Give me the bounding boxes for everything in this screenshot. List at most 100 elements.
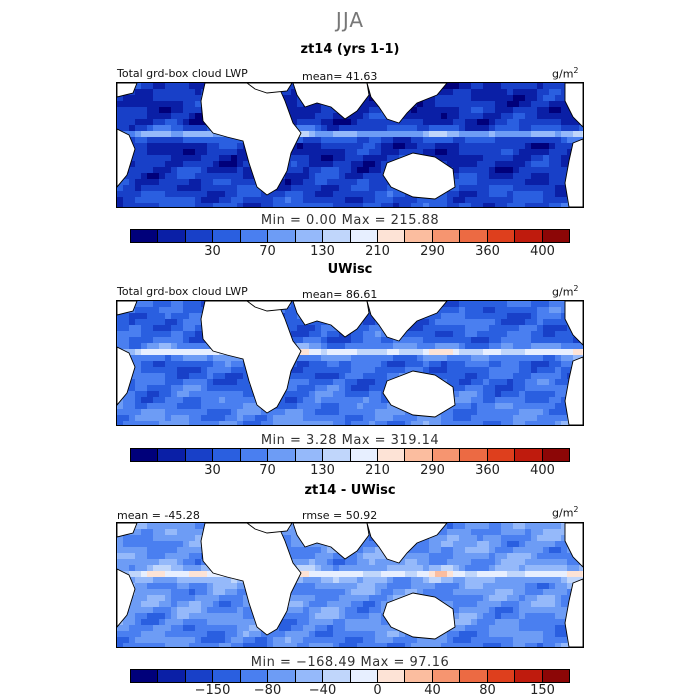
panel-3-continents bbox=[117, 523, 583, 647]
colorbar-swatch-1 bbox=[131, 670, 159, 682]
panel-2-field-label: Total grd-box cloud LWP bbox=[117, 285, 248, 298]
panel-1-continents bbox=[117, 83, 583, 207]
colorbar-tick-label: 290 bbox=[420, 463, 445, 478]
colorbar-tick-label: 130 bbox=[310, 244, 335, 259]
colorbar-tick-label: 30 bbox=[204, 244, 221, 259]
north-america-shape bbox=[564, 83, 583, 128]
colorbar-swatch-8 bbox=[323, 670, 351, 682]
colorbar-swatch-15 bbox=[515, 449, 543, 461]
panel-2-mean-label: mean= 86.61 bbox=[302, 288, 378, 301]
south-america-east-shape bbox=[564, 578, 583, 647]
colorbar-swatch-6 bbox=[268, 449, 296, 461]
colorbar-swatch-9 bbox=[350, 449, 378, 461]
panel-1-mean-label: mean= 41.63 bbox=[302, 70, 378, 83]
colorbar-swatch-4 bbox=[213, 449, 241, 461]
colorbar-swatch-1 bbox=[131, 230, 159, 242]
panel-3-colorbar bbox=[130, 669, 570, 683]
north-america-shape bbox=[564, 301, 583, 346]
colorbar-tick-label: 290 bbox=[420, 244, 445, 259]
panel-2-map bbox=[116, 300, 584, 426]
colorbar-swatch-7 bbox=[295, 670, 324, 682]
colorbar-swatch-14 bbox=[487, 449, 516, 461]
colorbar-swatch-11 bbox=[405, 449, 433, 461]
colorbar-tick-label: 400 bbox=[530, 244, 555, 259]
colorbar-swatch-7 bbox=[295, 449, 324, 461]
se-asia-shape bbox=[366, 83, 448, 124]
panel-2-map-svg bbox=[117, 301, 583, 425]
colorbar-swatch-3 bbox=[185, 230, 214, 242]
panel-2-colorbar bbox=[130, 448, 570, 462]
colorbar-swatch-6 bbox=[268, 230, 296, 242]
colorbar-swatch-2 bbox=[158, 449, 186, 461]
colorbar-swatch-4 bbox=[213, 670, 241, 682]
panel-3-rmse-label: rmse = 50.92 bbox=[302, 509, 378, 522]
colorbar-tick-label: 210 bbox=[365, 463, 390, 478]
season-title: JJA bbox=[335, 8, 365, 32]
panel-3-map bbox=[116, 522, 584, 648]
colorbar-swatch-10 bbox=[377, 230, 406, 242]
colorbar-swatch-12 bbox=[432, 230, 461, 242]
colorbar-tick-label: 360 bbox=[475, 244, 500, 259]
colorbar-swatch-2 bbox=[158, 230, 186, 242]
panel-1-units: g/m2 bbox=[552, 66, 579, 81]
colorbar-swatch-15 bbox=[515, 670, 543, 682]
australia-shape bbox=[382, 152, 456, 200]
colorbar-swatch-12 bbox=[432, 449, 461, 461]
panel-2-units: g/m2 bbox=[552, 284, 579, 299]
colorbar-swatch-1 bbox=[131, 449, 159, 461]
colorbar-swatch-13 bbox=[460, 670, 488, 682]
colorbar-swatch-5 bbox=[240, 670, 269, 682]
colorbar-swatch-16 bbox=[542, 670, 569, 682]
greenland-shape bbox=[117, 83, 138, 98]
se-asia-shape bbox=[366, 301, 448, 342]
panel-2-minmax: Min = 3.28 Max = 319.14 bbox=[260, 433, 440, 448]
colorbar-swatch-10 bbox=[377, 449, 406, 461]
colorbar-swatch-10 bbox=[377, 670, 406, 682]
south-america-east-shape bbox=[564, 356, 583, 425]
panel-3-title: zt14 - UWisc bbox=[304, 483, 396, 498]
colorbar-swatch-14 bbox=[487, 230, 516, 242]
arabia-india-shape bbox=[292, 301, 370, 338]
colorbar-swatch-3 bbox=[185, 449, 214, 461]
colorbar-swatch-6 bbox=[268, 670, 296, 682]
colorbar-tick-label: 70 bbox=[259, 463, 276, 478]
australia-shape bbox=[382, 370, 456, 418]
colorbar-tick-label: 210 bbox=[365, 244, 390, 259]
colorbar-tick-label: 40 bbox=[424, 683, 441, 698]
colorbar-tick-label: 80 bbox=[479, 683, 496, 698]
colorbar-swatch-14 bbox=[487, 670, 516, 682]
greenland-shape bbox=[117, 523, 138, 538]
panel-3-mean-label: mean = -45.28 bbox=[117, 509, 200, 522]
panel-3-minmax: Min = −168.49 Max = 97.16 bbox=[250, 655, 450, 670]
colorbar-tick-label: 150 bbox=[530, 683, 555, 698]
colorbar-tick-label: −150 bbox=[194, 683, 231, 698]
colorbar-swatch-16 bbox=[542, 230, 569, 242]
colorbar-swatch-5 bbox=[240, 230, 269, 242]
europe-shape bbox=[246, 301, 293, 312]
colorbar-tick-label: 30 bbox=[204, 463, 221, 478]
colorbar-swatch-9 bbox=[350, 230, 378, 242]
colorbar-swatch-12 bbox=[432, 670, 461, 682]
south-america-shape bbox=[117, 346, 136, 406]
colorbar-swatch-5 bbox=[240, 449, 269, 461]
africa-shape bbox=[200, 301, 302, 414]
africa-shape bbox=[200, 523, 302, 636]
greenland-shape bbox=[117, 301, 138, 316]
panel-2-title: UWisc bbox=[327, 262, 373, 277]
colorbar-swatch-8 bbox=[323, 449, 351, 461]
panel-3-map-svg bbox=[117, 523, 583, 647]
colorbar-swatch-9 bbox=[350, 670, 378, 682]
colorbar-swatch-13 bbox=[460, 230, 488, 242]
se-asia-shape bbox=[366, 523, 448, 564]
north-america-shape bbox=[564, 523, 583, 568]
colorbar-tick-label: 400 bbox=[530, 463, 555, 478]
arabia-india-shape bbox=[292, 523, 370, 560]
panel-3-units: g/m2 bbox=[552, 505, 579, 520]
colorbar-swatch-11 bbox=[405, 230, 433, 242]
panel-1-colorbar bbox=[130, 229, 570, 243]
colorbar-swatch-15 bbox=[515, 230, 543, 242]
colorbar-tick-label: 70 bbox=[259, 244, 276, 259]
colorbar-tick-label: 130 bbox=[310, 463, 335, 478]
panel-1-title: zt14 (yrs 1-1) bbox=[300, 42, 400, 57]
panel-1-map-svg bbox=[117, 83, 583, 207]
